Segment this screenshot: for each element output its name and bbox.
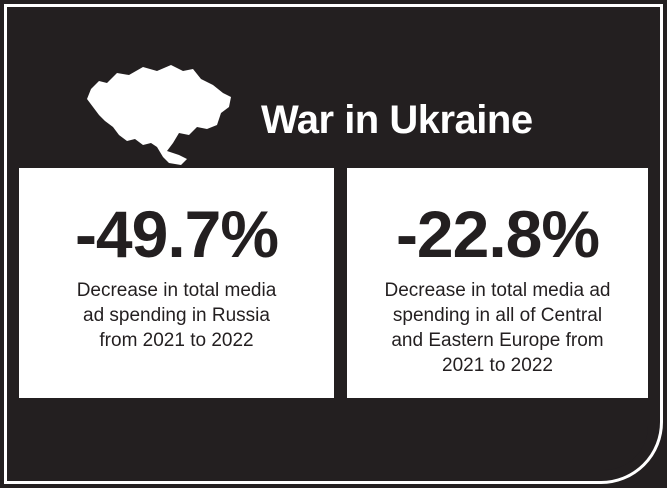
page-title: War in Ukraine — [261, 98, 533, 142]
panel-divider — [334, 161, 347, 398]
stat-description-line: ad spending in Russia — [83, 305, 270, 326]
stat-panel-russia: -49.7% Decrease in total media ad spendi… — [19, 168, 334, 398]
stat-description-line: from 2021 to 2022 — [99, 330, 254, 351]
stat-description-line: 2021 to 2022 — [442, 355, 553, 376]
footer-band — [19, 398, 648, 470]
stat-description-line: Decrease in total media — [76, 280, 277, 301]
header-band: War in Ukraine — [19, 27, 648, 168]
stat-value: -22.8% — [395, 197, 600, 271]
stat-value: -49.7% — [74, 197, 279, 271]
stat-description-line: spending in all of Central — [392, 305, 603, 326]
stat-description-line: and Eastern Europe from — [391, 330, 604, 351]
stat-description: Decrease in total media ad spending in a… — [347, 278, 648, 378]
ukraine-map-icon — [87, 65, 231, 165]
stat-panel-cee: -22.8% Decrease in total media ad spendi… — [347, 168, 648, 398]
infographic-frame: War in Ukraine -49.7% Decrease in total … — [4, 4, 663, 484]
stat-description: Decrease in total media ad spending in R… — [19, 278, 334, 353]
stat-description-line: Decrease in total media ad — [384, 280, 611, 301]
